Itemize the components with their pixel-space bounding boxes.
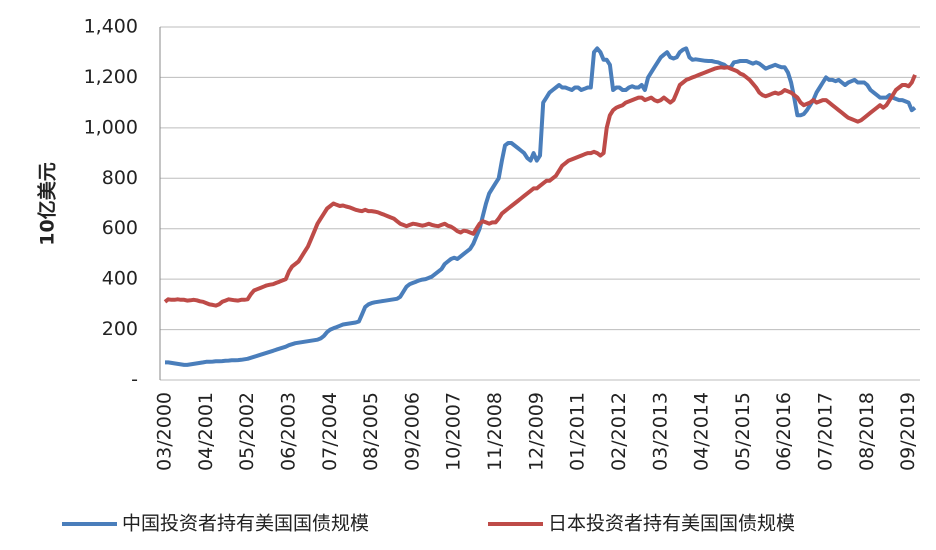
y-tick-label: 1,200 — [84, 66, 138, 88]
x-tick-label: 12/2009 — [525, 392, 547, 471]
y-tick-label: 200 — [102, 318, 138, 340]
x-tick-label: 09/2006 — [401, 392, 423, 471]
x-tick-label: 04/2001 — [195, 392, 217, 471]
x-tick-label: 09/2019 — [897, 392, 919, 471]
x-tick-label: 06/2016 — [773, 392, 795, 471]
x-tick-label: 08/2005 — [360, 392, 382, 471]
x-tick-label: 02/2012 — [608, 392, 630, 471]
y-tick-label: 400 — [102, 268, 138, 290]
x-tick-label: 01/2011 — [567, 392, 589, 471]
series-line — [165, 46, 917, 367]
x-tick-label: 06/2003 — [277, 392, 299, 471]
y-tick-label: - — [131, 369, 138, 391]
x-tick-label: 11/2008 — [484, 392, 506, 471]
series-line — [163, 65, 917, 308]
x-tick-label: 05/2002 — [236, 392, 258, 471]
x-tick-label: 05/2015 — [732, 392, 754, 471]
y-axis-label: 10亿美元 — [36, 162, 59, 245]
x-tick-label: 03/2013 — [649, 392, 671, 471]
x-tick-label: 10/2007 — [443, 392, 465, 471]
y-tick-label: 600 — [102, 217, 138, 239]
legend-label: 中国投资者持有美国国债规模 — [122, 513, 369, 535]
y-tick-label: 800 — [102, 167, 138, 189]
legend-label: 日本投资者持有美国国债规模 — [548, 513, 795, 535]
y-tick-label: 1,400 — [84, 16, 138, 38]
x-tick-label: 03/2000 — [154, 392, 176, 471]
x-tick-label: 07/2017 — [815, 392, 837, 471]
x-tick-label: 07/2004 — [319, 392, 341, 471]
y-tick-label: 1,000 — [84, 116, 138, 138]
x-tick-label: 08/2018 — [856, 392, 878, 471]
x-tick-label: 04/2014 — [691, 392, 713, 471]
